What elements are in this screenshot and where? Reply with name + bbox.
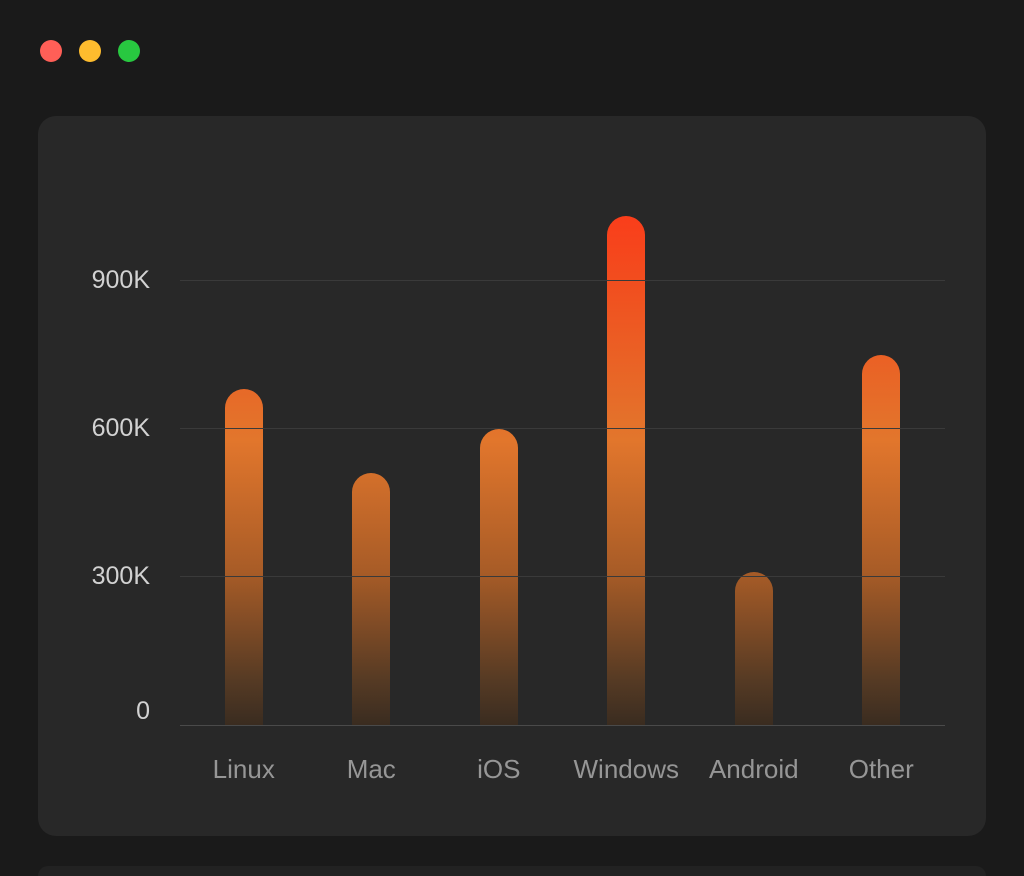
x-labels-row: Linux Mac iOS Windows Android Other	[180, 754, 945, 785]
chart-panel: 0 300K 600K 900K Linux Mac iOS Windows Android O…	[38, 116, 986, 836]
bar-column	[435, 178, 563, 725]
window-controls	[0, 0, 1024, 62]
bar-column	[308, 178, 436, 725]
x-label-android: Android	[708, 754, 799, 784]
zoom-button[interactable]	[118, 40, 140, 62]
bars-row	[180, 178, 945, 725]
x-label-mac: Mac	[346, 754, 396, 784]
y-tick-label: 600K	[91, 413, 150, 442]
gridline-600k	[180, 427, 945, 429]
bar-windows[interactable]	[607, 216, 646, 725]
y-tick-label: 900K	[91, 265, 150, 294]
y-axis: 0 300K 600K 900K	[38, 178, 180, 726]
bar-column	[180, 178, 308, 725]
y-tick-label: 0	[136, 697, 150, 725]
x-label-other: Other	[848, 754, 914, 784]
bar-linux[interactable]	[224, 389, 263, 725]
minimize-button[interactable]	[79, 40, 101, 62]
x-label-windows: Windows	[573, 754, 679, 784]
gridline-300k	[180, 575, 945, 577]
bar-column	[690, 178, 818, 725]
bar-column	[563, 178, 691, 725]
bar-mac[interactable]	[352, 473, 391, 725]
gridline-900k	[180, 279, 945, 281]
close-button[interactable]	[40, 40, 62, 62]
bar-chart: 0 300K 600K 900K	[38, 116, 986, 726]
plot-area	[180, 178, 945, 726]
bar-ios[interactable]	[479, 429, 518, 725]
bottom-panel-edge	[38, 866, 986, 876]
x-label-linux: Linux	[212, 754, 275, 784]
x-label-ios: iOS	[477, 754, 521, 784]
bar-android[interactable]	[734, 572, 773, 725]
bar-column	[818, 178, 946, 725]
bar-other[interactable]	[862, 355, 901, 725]
y-tick-label: 300K	[91, 561, 150, 590]
